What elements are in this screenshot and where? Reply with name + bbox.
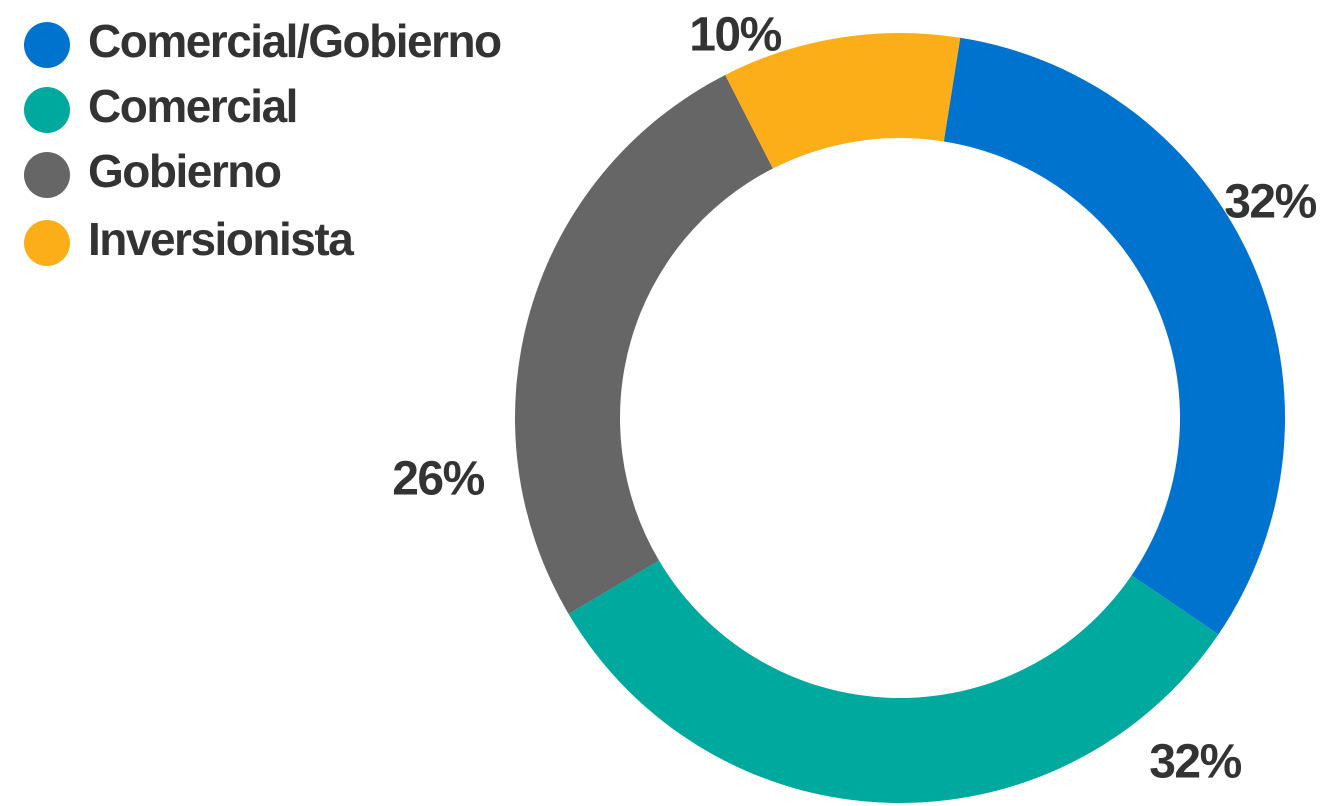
value-label: 26% <box>392 453 484 506</box>
donut-segment <box>514 74 773 614</box>
donut-segment <box>725 32 961 169</box>
donut-segment <box>568 560 1219 804</box>
value-label: 32% <box>1224 176 1316 229</box>
legend-label: Inversionista <box>88 213 354 265</box>
legend-label: Comercial <box>88 80 297 132</box>
value-label: 10% <box>689 9 781 62</box>
legend-marker <box>24 22 70 68</box>
legend-marker <box>24 152 70 198</box>
donut-segment <box>943 37 1285 635</box>
value-label: 32% <box>1149 736 1241 789</box>
legend-marker <box>24 220 70 266</box>
legend-label: Comercial/Gobierno <box>88 15 501 67</box>
legend-label: Gobierno <box>88 145 281 197</box>
legend-marker <box>24 87 70 133</box>
